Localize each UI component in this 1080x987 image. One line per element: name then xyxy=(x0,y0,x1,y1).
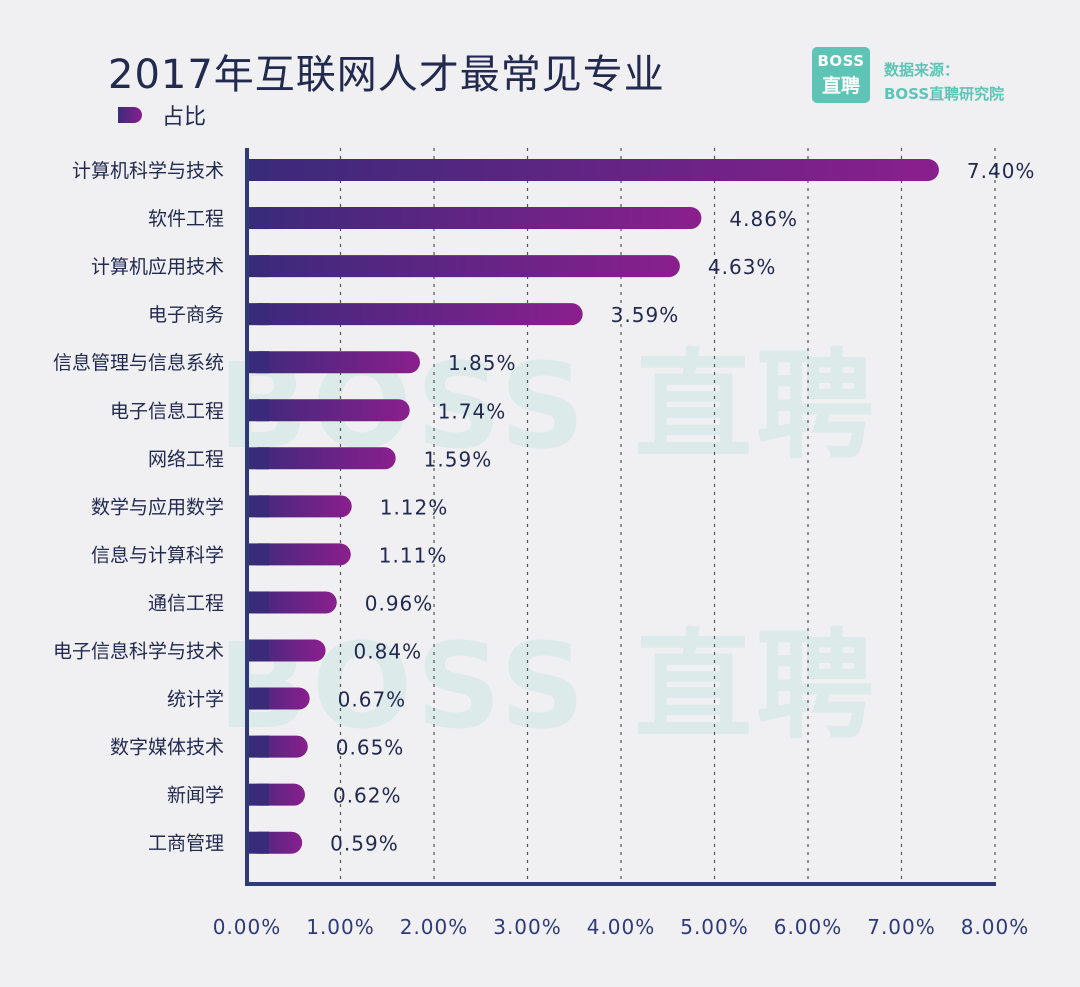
category-label: 电子商务 xyxy=(148,304,224,326)
value-label: 7.40% xyxy=(967,159,1036,183)
category-label: 统计学 xyxy=(167,689,224,711)
value-label: 4.86% xyxy=(729,207,798,231)
bar-base xyxy=(247,639,269,662)
category-label: 数字媒体技术 xyxy=(110,737,224,759)
category-label: 数学与应用数学 xyxy=(91,496,224,518)
value-label: 4.63% xyxy=(708,255,777,279)
category-label: 软件工程 xyxy=(148,208,224,230)
boss-logo: BOSS 直聘 xyxy=(812,47,870,103)
bar-base xyxy=(247,399,269,422)
legend: 占比 xyxy=(118,99,206,131)
bar xyxy=(247,351,420,374)
bar xyxy=(247,591,337,614)
value-label: 0.84% xyxy=(354,640,423,664)
bar-base xyxy=(247,255,269,278)
bar-base xyxy=(247,447,269,470)
category-label: 计算机应用技术 xyxy=(91,256,224,278)
x-tick-label: 5.00% xyxy=(680,915,749,939)
x-tick-label: 6.00% xyxy=(774,915,843,939)
bar-base xyxy=(247,783,269,806)
category-label: 计算机科学与技术 xyxy=(72,160,224,182)
bar-base xyxy=(247,159,269,181)
category-label: 信息与计算科学 xyxy=(91,544,224,566)
bar xyxy=(247,399,410,422)
value-label: 1.12% xyxy=(380,495,449,519)
category-label: 通信工程 xyxy=(148,592,224,614)
value-label: 0.96% xyxy=(365,591,434,615)
value-label: 0.65% xyxy=(336,736,405,760)
value-label: 1.74% xyxy=(438,399,507,423)
watermark: BOSS 直聘 xyxy=(218,617,879,755)
legend-label: 占比 xyxy=(162,105,207,130)
x-tick-label: 1.00% xyxy=(306,915,375,939)
source-label: 数据来源： xyxy=(884,61,960,79)
value-label: 0.59% xyxy=(330,832,399,856)
x-tick-label: 0.00% xyxy=(213,915,282,939)
bar-base xyxy=(247,591,269,614)
logo-text-bottom: 直聘 xyxy=(821,75,860,97)
value-label: 1.85% xyxy=(448,351,517,375)
bar xyxy=(247,207,702,230)
x-tick-label: 8.00% xyxy=(961,915,1030,939)
category-label: 新闻学 xyxy=(167,785,224,807)
bar-base xyxy=(247,351,269,374)
logo-text-top: BOSS xyxy=(817,52,865,70)
x-tick-label: 2.00% xyxy=(400,915,469,939)
category-label: 电子信息工程 xyxy=(110,400,224,422)
legend-swatch xyxy=(118,107,142,123)
category-label: 网络工程 xyxy=(148,448,224,470)
bar xyxy=(247,495,352,518)
bar xyxy=(247,255,680,278)
category-label: 信息管理与信息系统 xyxy=(53,352,224,374)
value-label: 3.59% xyxy=(611,303,680,327)
value-label: 1.59% xyxy=(424,447,493,471)
bar-base xyxy=(247,207,269,230)
category-label: 工商管理 xyxy=(148,833,224,855)
bar xyxy=(247,159,939,181)
bar-base xyxy=(247,543,269,566)
x-tick-label: 3.00% xyxy=(493,915,562,939)
chart-title: 2017年互联网人才最常见专业 xyxy=(108,52,665,98)
bar-base xyxy=(247,303,269,326)
bar-base xyxy=(247,831,269,854)
value-label: 0.67% xyxy=(338,688,407,712)
x-tick-label: 7.00% xyxy=(867,915,936,939)
bar-base xyxy=(247,495,269,518)
bar-base xyxy=(247,687,269,710)
data-source: 数据来源： BOSS直聘研究院 xyxy=(884,58,1004,106)
value-label: 0.62% xyxy=(333,784,402,808)
category-label: 电子信息科学与技术 xyxy=(53,641,224,663)
bar xyxy=(247,303,583,326)
bar xyxy=(247,543,351,566)
bar xyxy=(247,447,396,470)
x-tick-label: 4.00% xyxy=(587,915,656,939)
value-label: 1.11% xyxy=(379,543,448,567)
source-name: BOSS直聘研究院 xyxy=(884,85,1005,103)
bar-base xyxy=(247,735,269,758)
